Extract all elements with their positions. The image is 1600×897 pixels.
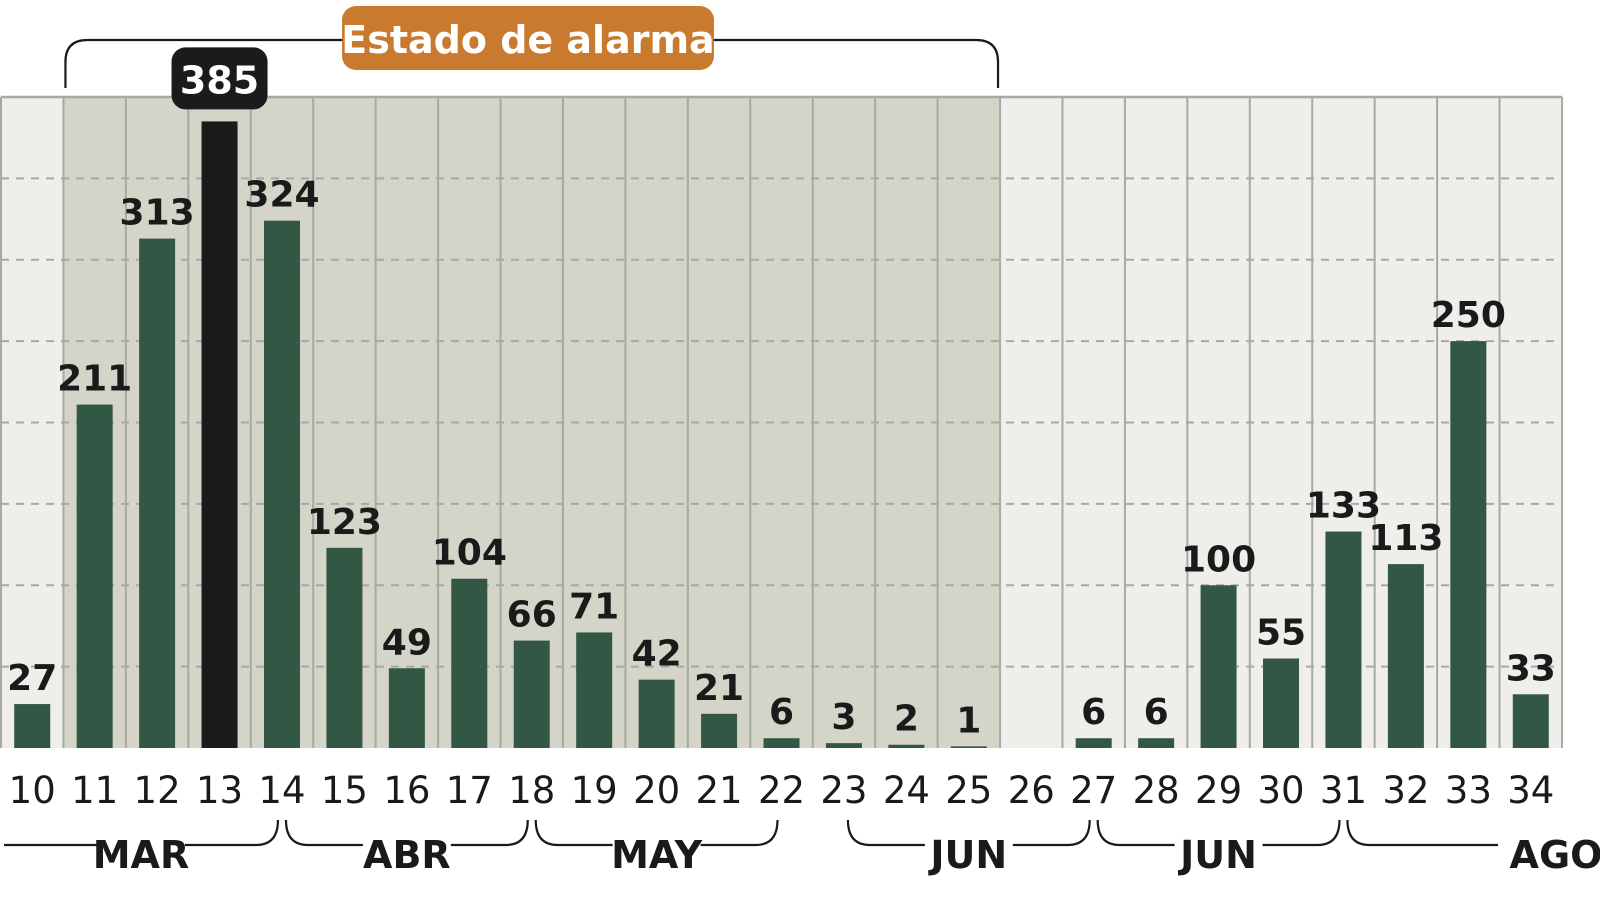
bar-31 [1325, 531, 1362, 748]
month-label-jun: JUN [1177, 833, 1257, 877]
value-label-24: 2 [894, 699, 919, 740]
value-label-28: 6 [1144, 692, 1169, 733]
month-bracket-ago [1346, 819, 1498, 847]
value-label-25: 1 [956, 700, 981, 741]
month-groups: MAR ABR MAY JUN JUN AGO [4, 819, 1600, 877]
peak-value-badge [171, 47, 268, 110]
bar-25 [950, 746, 987, 748]
bar-32 [1387, 564, 1424, 748]
x-tick-29: 29 [1195, 769, 1242, 812]
value-label-17: 104 [432, 533, 507, 574]
bar-27 [1075, 738, 1112, 748]
value-label-23: 3 [831, 697, 856, 738]
value-label-32: 113 [1368, 518, 1443, 559]
bar-16 [388, 668, 425, 748]
alarm-annotation: Estado de alarma [64, 6, 1000, 88]
month-label-may: MAY [611, 833, 703, 877]
value-label-33: 250 [1431, 295, 1506, 336]
month-label-mar: MAR [93, 833, 189, 877]
month-label-abr: ABR [363, 833, 451, 877]
bar-21 [701, 713, 738, 748]
bar-12 [139, 238, 176, 748]
bar-13 [201, 121, 238, 749]
bar-22 [763, 738, 800, 748]
value-label-34: 33 [1506, 648, 1556, 689]
bar-14 [263, 220, 300, 748]
bar-10 [14, 704, 51, 748]
bar-34 [1512, 694, 1549, 748]
value-label-12: 313 [120, 193, 195, 234]
month-bracket-abr [284, 819, 529, 847]
bar-18 [513, 640, 550, 748]
bar-28 [1138, 738, 1175, 748]
x-tick-21: 21 [696, 769, 743, 812]
bar-33 [1450, 341, 1487, 748]
value-label-31: 133 [1306, 486, 1381, 527]
x-tick-25: 25 [945, 769, 992, 812]
x-tick-13: 13 [196, 769, 243, 812]
peak-value-label: 385 [180, 58, 259, 102]
x-tick-26: 26 [1008, 769, 1055, 812]
value-label-19: 71 [569, 586, 619, 627]
month-label-jun: JUN [927, 833, 1007, 877]
x-tick-30: 30 [1257, 769, 1304, 812]
bar-15 [326, 547, 363, 748]
bar-24 [888, 744, 925, 748]
value-label-18: 66 [507, 595, 557, 636]
x-tick-27: 27 [1070, 769, 1117, 812]
x-tick-17: 17 [446, 769, 493, 812]
x-tick-11: 11 [71, 769, 118, 812]
value-label-20: 42 [632, 634, 682, 675]
bar-23 [825, 743, 862, 748]
bars [14, 121, 1549, 749]
month-bracket-mar [4, 819, 280, 847]
month-bracket-jun [1096, 819, 1341, 847]
value-label-10: 27 [7, 658, 57, 699]
value-label-30: 55 [1256, 612, 1306, 653]
bar-30 [1263, 658, 1300, 748]
alarm-badge-label: Estado de alarma [341, 18, 714, 62]
x-tick-10: 10 [9, 769, 56, 812]
alarm-bracket [64, 38, 1000, 88]
bar-11 [76, 404, 113, 748]
value-label-15: 123 [307, 502, 382, 543]
month-bracket-jun [846, 819, 1091, 847]
x-tick-12: 12 [134, 769, 181, 812]
x-tick-31: 31 [1320, 769, 1367, 812]
x-tick-24: 24 [883, 769, 930, 812]
x-tick-20: 20 [633, 769, 680, 812]
value-label-14: 324 [244, 175, 319, 216]
x-tick-34: 34 [1507, 769, 1554, 812]
x-tick-22: 22 [758, 769, 805, 812]
alarm-badge [342, 6, 714, 70]
month-bracket-may [534, 819, 779, 847]
value-label-22: 6 [769, 692, 794, 733]
value-label-21: 21 [694, 668, 744, 709]
x-axis: 10 11 12 13 14 15 16 17 18 19 20 21 22 23 24 25 26 27 28 29… [9, 769, 1555, 812]
bar-19 [576, 632, 613, 748]
x-tick-23: 23 [820, 769, 867, 812]
x-tick-15: 15 [321, 769, 368, 812]
value-label-29: 100 [1181, 539, 1256, 580]
x-tick-18: 18 [508, 769, 555, 812]
x-tick-28: 28 [1133, 769, 1180, 812]
month-label-ago: AGO [1510, 833, 1600, 877]
bar-29 [1200, 585, 1237, 748]
x-tick-32: 32 [1382, 769, 1429, 812]
x-tick-16: 16 [383, 769, 430, 812]
x-tick-14: 14 [258, 769, 305, 812]
bar-17 [451, 578, 488, 748]
value-label-11: 211 [57, 359, 132, 400]
x-tick-19: 19 [571, 769, 618, 812]
bar-20 [638, 679, 675, 748]
value-label-16: 49 [382, 622, 432, 663]
x-tick-33: 33 [1445, 769, 1492, 812]
gridlines [0, 95, 1563, 748]
value-label-27: 6 [1081, 692, 1106, 733]
